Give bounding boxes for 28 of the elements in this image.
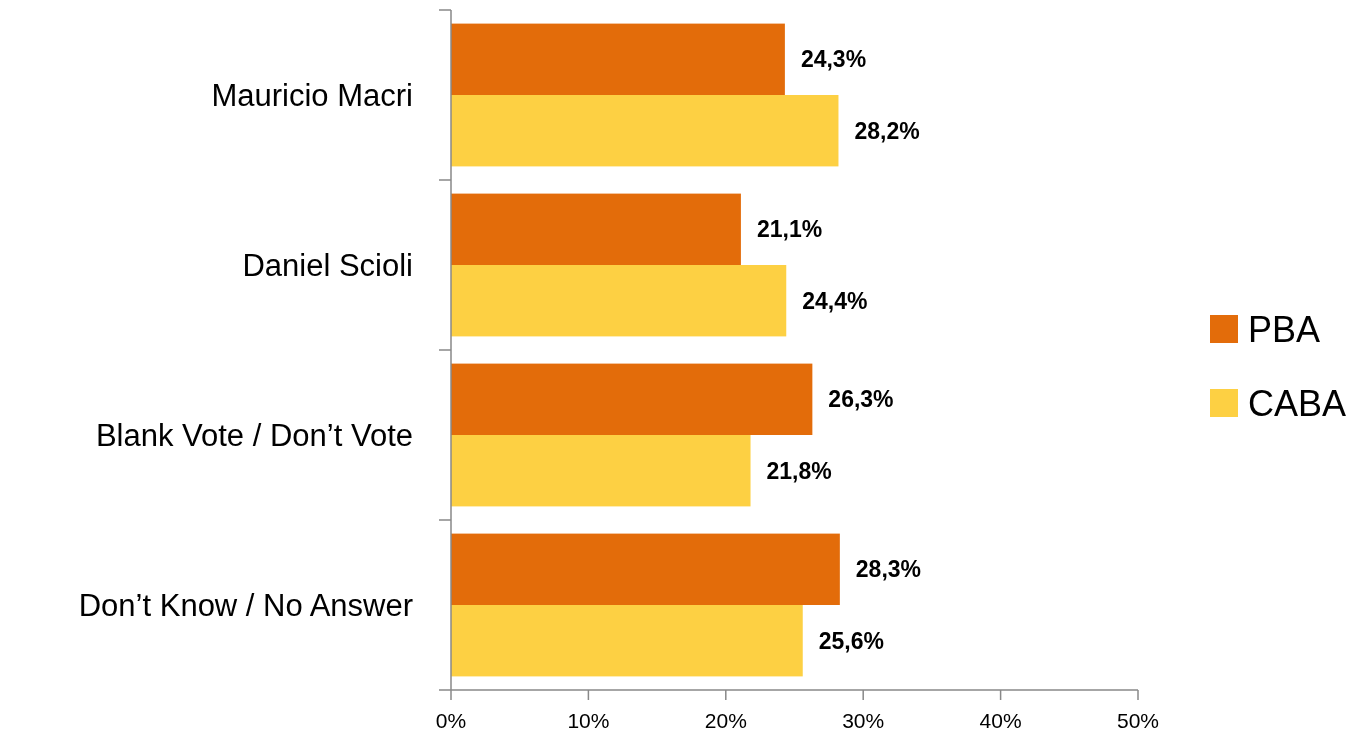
legend-label: CABA: [1248, 382, 1347, 424]
x-tick-label: 30%: [842, 709, 885, 732]
data-label: 25,6%: [818, 627, 884, 654]
data-label: 21,1%: [756, 216, 823, 243]
bar: [451, 265, 787, 337]
bar: [451, 605, 803, 677]
bar: [451, 23, 785, 95]
data-label: 26,3%: [828, 386, 894, 413]
y-tick-label: Mauricio Macri: [211, 77, 413, 113]
data-label: 24,3%: [800, 46, 867, 73]
bar: [451, 95, 839, 167]
data-label: 28,3%: [855, 556, 922, 583]
bar: [451, 435, 751, 507]
x-tick-label: 10%: [567, 709, 610, 732]
y-tick-label: Blank Vote / Don’t Vote: [95, 417, 413, 453]
x-tick-label: 20%: [704, 709, 747, 732]
bar: [451, 533, 840, 605]
legend-label: PBA: [1248, 308, 1321, 350]
data-label: 21,8%: [766, 457, 832, 484]
y-tick-label: Daniel Scioli: [242, 247, 413, 283]
x-tick-label: 0%: [435, 709, 467, 732]
y-tick-label: Don’t Know / No Answer: [78, 587, 413, 623]
x-tick-label: 40%: [979, 709, 1022, 732]
bar: [451, 363, 813, 435]
bar: [451, 193, 741, 265]
x-tick-label: 50%: [1116, 709, 1160, 732]
data-label: 24,4%: [802, 287, 868, 314]
data-label: 28,2%: [854, 117, 920, 144]
